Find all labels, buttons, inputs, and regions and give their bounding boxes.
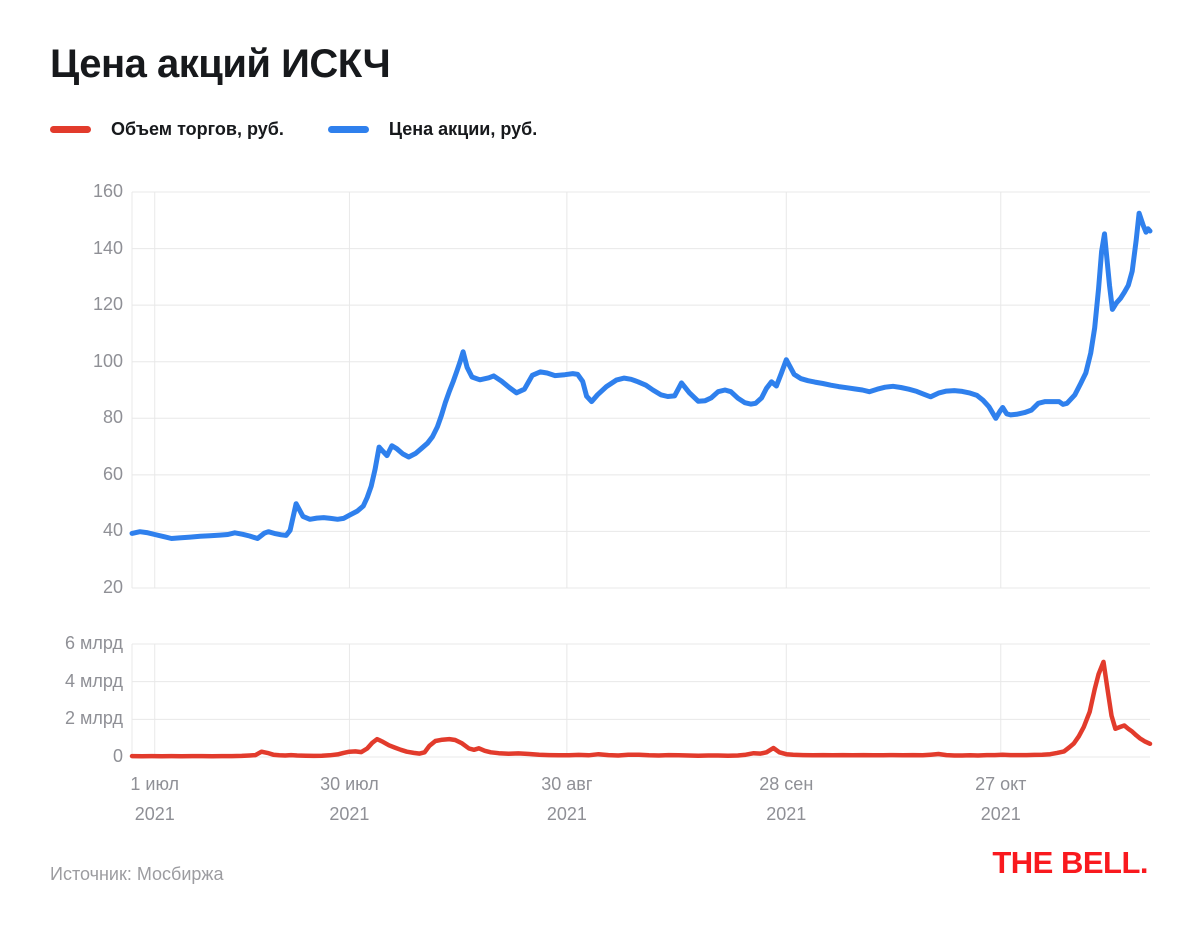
y-tick-label: 60 bbox=[102, 463, 123, 484]
legend-item-volume: Объем торгов, руб. bbox=[50, 119, 284, 140]
y-tick-label: 6 млрд bbox=[65, 633, 123, 653]
price-line bbox=[129, 210, 1153, 541]
page-title: Цена акций ИСКЧ bbox=[50, 42, 391, 86]
the-bell-logo: THE BELL. bbox=[992, 845, 1148, 880]
y-tick-label: 160 bbox=[92, 181, 123, 201]
legend-item-price: Цена акции, руб. bbox=[327, 119, 538, 140]
source-note: Источник: Мосбиржа bbox=[50, 864, 224, 884]
y-tick-label: 100 bbox=[92, 350, 123, 371]
x-tick-label: 27 окт 2021 bbox=[975, 774, 1027, 824]
price-series-swatch-icon bbox=[327, 126, 369, 133]
volume-y-axis: 6 млрд 4 млрд 2 млрд 0 bbox=[0, 0, 123, 940]
x-tick-label: 30 июл 2021 bbox=[320, 774, 379, 824]
y-tick-label: 0 bbox=[112, 746, 123, 766]
y-tick-label: 2 млрд bbox=[65, 708, 123, 729]
y-tick-label: 80 bbox=[102, 407, 123, 428]
price-y-axis: 160 140 120 100 80 60 40 20 bbox=[0, 0, 123, 940]
y-tick-label: 4 млрд bbox=[65, 670, 123, 691]
x-tick-label: 1 июл 2021 bbox=[130, 774, 180, 824]
y-tick-label: 40 bbox=[102, 520, 123, 541]
x-tick-label: 28 сен 2021 bbox=[759, 774, 814, 824]
legend-label-price: Цена акции, руб. bbox=[388, 119, 538, 139]
volume-line bbox=[129, 659, 1153, 759]
y-tick-label: 120 bbox=[92, 294, 123, 315]
y-tick-label: 140 bbox=[92, 237, 123, 258]
legend: Объем торгов, руб. Цена акции, руб. bbox=[50, 119, 537, 140]
volume-series-swatch-icon bbox=[50, 126, 91, 133]
legend-label-volume: Объем торгов, руб. bbox=[111, 119, 284, 139]
x-tick-label: 30 авг 2021 bbox=[541, 774, 593, 824]
y-tick-label: 20 bbox=[102, 577, 123, 597]
